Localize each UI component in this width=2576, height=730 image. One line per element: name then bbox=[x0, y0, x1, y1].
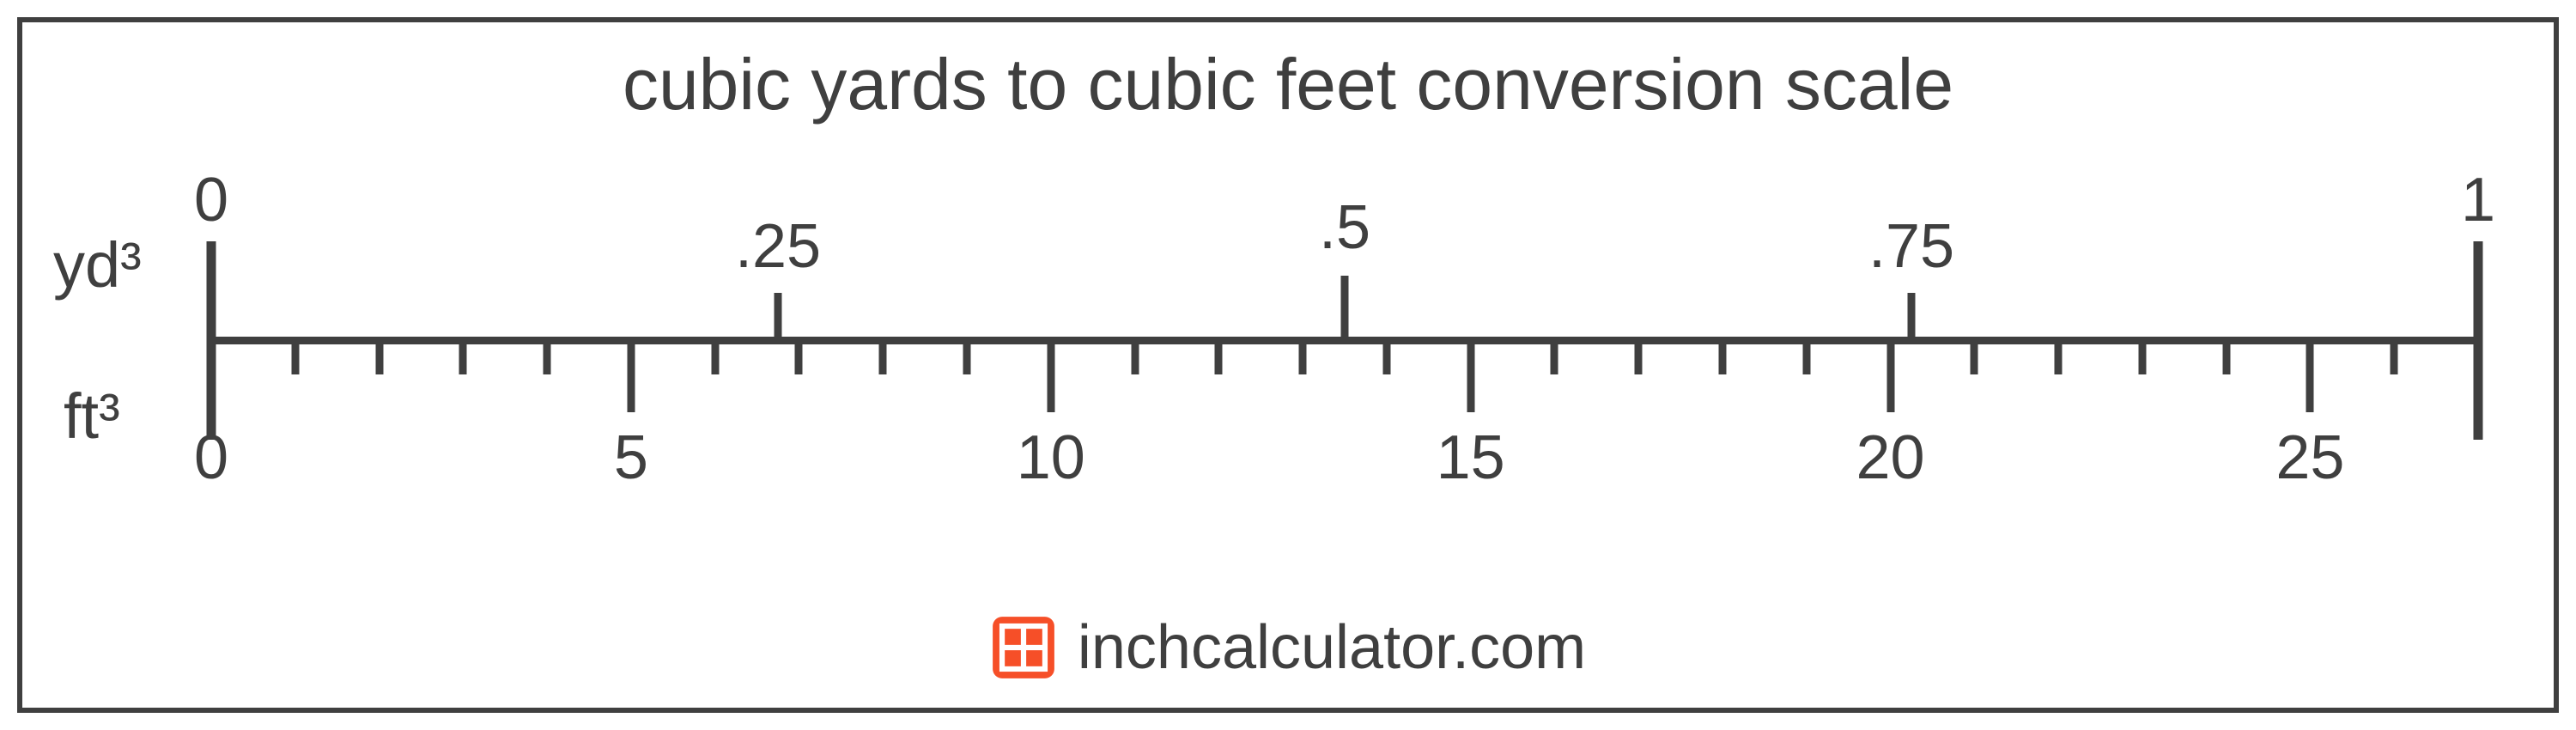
top-tick-label: 1 bbox=[2461, 165, 2495, 235]
bottom-minor-tick bbox=[879, 337, 887, 374]
bottom-minor-tick bbox=[2222, 337, 2230, 374]
bottom-tick-label: 25 bbox=[2275, 423, 2344, 493]
bottom-minor-tick bbox=[459, 337, 467, 374]
bottom-minor-tick bbox=[2055, 337, 2063, 374]
top-tick bbox=[207, 241, 216, 344]
calculator-icon bbox=[990, 614, 1057, 681]
bottom-tick-label: 0 bbox=[194, 423, 228, 493]
bottom-tick bbox=[1467, 337, 1474, 412]
bottom-minor-tick bbox=[1802, 337, 1810, 374]
top-tick-label: 0 bbox=[194, 165, 228, 235]
top-tick bbox=[1341, 276, 1349, 344]
bottom-tick-label: 10 bbox=[1017, 423, 1085, 493]
top-tick bbox=[2474, 241, 2483, 344]
top-tick-label: .5 bbox=[1319, 192, 1370, 263]
top-tick-label: .25 bbox=[735, 211, 821, 282]
top-unit-label: yd³ bbox=[53, 228, 142, 301]
bottom-unit-label: ft³ bbox=[64, 380, 120, 453]
bottom-minor-tick bbox=[1551, 337, 1558, 374]
bottom-minor-tick bbox=[375, 337, 383, 374]
bottom-minor-tick bbox=[711, 337, 719, 374]
bottom-tick-label: 15 bbox=[1437, 423, 1505, 493]
bottom-tick-label: 5 bbox=[614, 423, 648, 493]
bottom-minor-tick bbox=[1971, 337, 1978, 374]
bottom-minor-tick bbox=[2138, 337, 2146, 374]
bottom-minor-tick bbox=[544, 337, 551, 374]
bottom-tick bbox=[1047, 337, 1054, 412]
bottom-tick bbox=[2306, 337, 2314, 412]
bottom-minor-tick bbox=[1635, 337, 1643, 374]
bottom-minor-tick bbox=[1299, 337, 1307, 374]
footer-text: inchcalculator.com bbox=[1078, 612, 1586, 683]
bottom-minor-tick bbox=[291, 337, 299, 374]
bottom-minor-tick bbox=[963, 337, 971, 374]
bottom-tick-label: 20 bbox=[1856, 423, 1925, 493]
bottom-tick bbox=[1886, 337, 1894, 412]
bottom-tick bbox=[627, 337, 635, 412]
bottom-minor-tick bbox=[1215, 337, 1223, 374]
bottom-minor-tick bbox=[1719, 337, 1727, 374]
bottom-minor-tick bbox=[795, 337, 803, 374]
top-tick bbox=[1908, 293, 1916, 344]
bottom-minor-tick bbox=[1131, 337, 1139, 374]
bottom-minor-tick bbox=[2391, 337, 2398, 374]
bottom-tick bbox=[2474, 337, 2483, 440]
diagram-frame: cubic yards to cubic feet conversion sca… bbox=[17, 17, 2559, 713]
top-tick-label: .75 bbox=[1868, 211, 1954, 282]
footer: inchcalculator.com bbox=[22, 612, 2554, 685]
bottom-minor-tick bbox=[1382, 337, 1390, 374]
top-tick bbox=[775, 293, 782, 344]
diagram-title: cubic yards to cubic feet conversion sca… bbox=[22, 43, 2554, 126]
